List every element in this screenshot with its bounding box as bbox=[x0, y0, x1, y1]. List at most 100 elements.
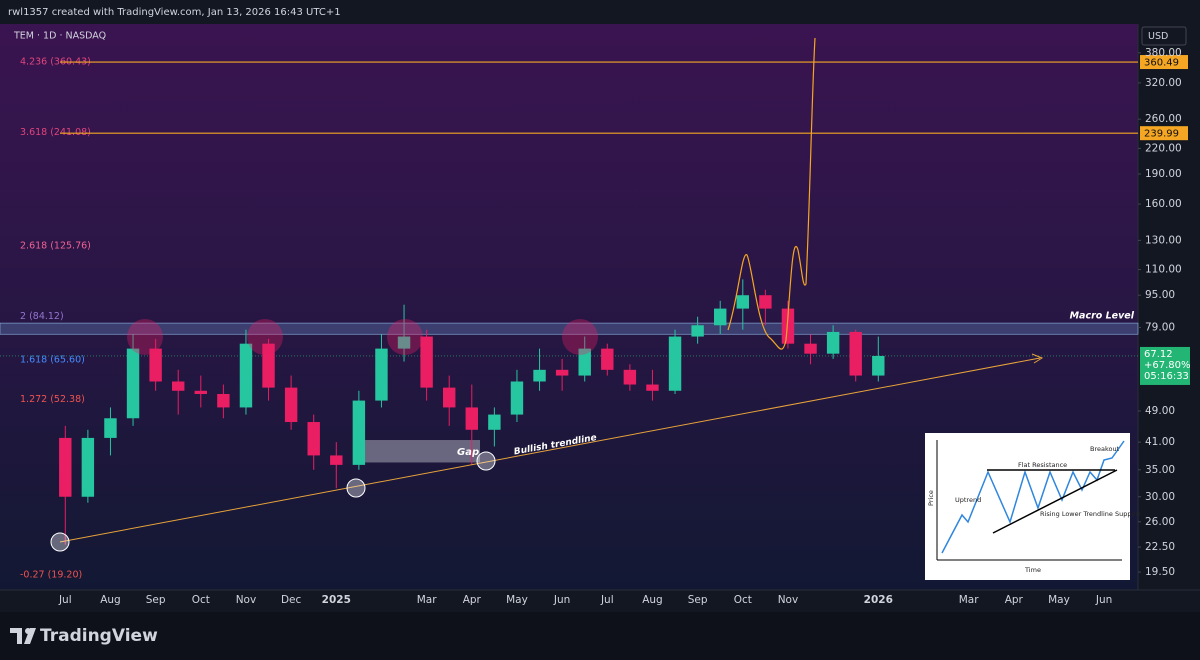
y-tick-label: 35.00 bbox=[1145, 464, 1175, 476]
target-badge bbox=[1140, 126, 1188, 141]
candle-body bbox=[555, 369, 569, 376]
y-tick-label: 380.00 bbox=[1145, 47, 1182, 59]
gap-box bbox=[365, 440, 480, 463]
candle-body bbox=[623, 369, 637, 385]
x-tick-label: Apr bbox=[1005, 594, 1024, 606]
candle-body bbox=[713, 308, 727, 326]
y-tick-label: 320.00 bbox=[1145, 77, 1182, 89]
candle-body bbox=[126, 348, 140, 419]
candle-body bbox=[420, 336, 433, 388]
fib-label: 2 (84.12) bbox=[20, 311, 64, 322]
x-tick-label: Oct bbox=[734, 594, 752, 606]
low-marker bbox=[476, 451, 496, 471]
inset-uptrend: Uptrend bbox=[955, 496, 981, 504]
candle-body bbox=[465, 407, 479, 430]
inset-y-label: Price bbox=[927, 490, 935, 506]
candle-body bbox=[217, 393, 230, 408]
candle-body bbox=[442, 387, 456, 408]
x-tick-label: Sep bbox=[146, 594, 166, 606]
x-tick-label: Nov bbox=[778, 594, 799, 606]
last-price: 67.12 bbox=[1144, 349, 1173, 360]
candle-body bbox=[601, 348, 614, 370]
y-tick-label: 220.00 bbox=[1145, 142, 1182, 154]
candle-body bbox=[149, 348, 162, 382]
x-tick-label: Dec bbox=[281, 594, 302, 606]
y-tick-label: 95.00 bbox=[1145, 289, 1175, 301]
logo-dot[interactable] bbox=[25, 628, 31, 634]
fib-label: 4.236 (360.43) bbox=[20, 57, 91, 68]
inset-support bbox=[992, 469, 1118, 534]
y-tick-label: 30.00 bbox=[1145, 491, 1175, 503]
candle-body bbox=[849, 331, 862, 376]
footer-logo[interactable]: TradingView bbox=[10, 626, 158, 646]
x-tick-label: 2025 bbox=[322, 594, 351, 606]
candle-body bbox=[239, 343, 253, 408]
peak-marker bbox=[127, 319, 163, 355]
y-tick-label: 22.50 bbox=[1145, 541, 1175, 553]
peak-marker bbox=[562, 319, 598, 355]
projection-path bbox=[727, 37, 816, 350]
candle-body bbox=[510, 381, 524, 415]
candle-body bbox=[397, 336, 411, 349]
fib-label: -0.27 (19.20) bbox=[20, 569, 82, 580]
y-tick-label: 190.00 bbox=[1145, 168, 1182, 180]
last-price-change: +67.80% bbox=[1144, 360, 1191, 371]
trendline-arrow bbox=[1031, 353, 1044, 364]
y-tick-label: 160.00 bbox=[1145, 198, 1182, 210]
macro-level-label: Macro Level bbox=[1070, 311, 1135, 322]
x-tick-label: Apr bbox=[463, 594, 482, 606]
x-tick-label: Jun bbox=[1095, 594, 1112, 606]
x-tick-label: Oct bbox=[192, 594, 210, 606]
x-tick-label: Aug bbox=[100, 594, 121, 606]
candle-body bbox=[352, 400, 366, 465]
currency-box[interactable] bbox=[1141, 26, 1187, 46]
candle-body bbox=[81, 437, 95, 497]
last-price-countdown: 05:16:33 bbox=[1144, 371, 1189, 382]
x-tick-label: Mar bbox=[959, 594, 979, 606]
y-tick-label: 260.00 bbox=[1145, 113, 1182, 125]
fib-label: 1.272 (52.38) bbox=[20, 394, 85, 405]
candle-body bbox=[736, 295, 750, 309]
x-tick-label: Jul bbox=[600, 594, 614, 606]
candle-body bbox=[488, 414, 501, 430]
candle-body bbox=[171, 381, 185, 391]
fib-label: 2.618 (125.76) bbox=[20, 241, 91, 252]
y-tick-label: 26.00 bbox=[1145, 516, 1175, 528]
candle-body bbox=[759, 295, 772, 309]
y-tick-label: 19.50 bbox=[1145, 566, 1175, 578]
overlay: Macro Level Gap 4.236 (360.43) 3.618 (241.0… bbox=[0, 57, 1139, 580]
candle-body bbox=[284, 387, 298, 423]
last-price-badge bbox=[1140, 346, 1190, 385]
candle-body bbox=[781, 308, 795, 344]
candle-body bbox=[804, 343, 817, 354]
footer bbox=[0, 612, 1200, 660]
candle-body bbox=[668, 336, 682, 391]
inset-support-label: Rising Lower Trendline Support bbox=[1040, 510, 1141, 518]
y-tick-label: 79.00 bbox=[1145, 321, 1175, 333]
inset-background bbox=[925, 433, 1130, 580]
candle-body bbox=[533, 369, 546, 382]
attribution: rwl1357 created with TradingView.com, Ja… bbox=[8, 7, 341, 18]
symbol: TEM · 1D · NASDAQ bbox=[13, 31, 106, 42]
x-tick-label: 2026 bbox=[864, 594, 893, 606]
x-tick-label: Sep bbox=[688, 594, 708, 606]
logo-text[interactable]: TradingView bbox=[40, 626, 158, 646]
fib-label: 3.618 (241.08) bbox=[20, 127, 91, 138]
candle-body bbox=[307, 422, 320, 456]
y-tick-label: 110.00 bbox=[1145, 264, 1182, 276]
inset-flat-resistance: Flat Resistance bbox=[1018, 461, 1067, 469]
inset-breakout: Breakout bbox=[1090, 445, 1120, 453]
target-badge bbox=[1140, 55, 1188, 70]
currency[interactable]: USD bbox=[1148, 31, 1168, 42]
peak-marker bbox=[387, 319, 423, 355]
low-marker bbox=[50, 532, 70, 552]
x-tick-label: May bbox=[1048, 594, 1070, 606]
gap-label: Gap bbox=[457, 447, 479, 458]
target-badge-label: 360.49 bbox=[1144, 58, 1179, 69]
x-tick-label: Jun bbox=[553, 594, 570, 606]
low-marker bbox=[346, 478, 366, 498]
fib-label: 1.618 (65.60) bbox=[20, 354, 85, 365]
candle-body bbox=[826, 331, 840, 354]
candle-body bbox=[872, 355, 885, 376]
x-tick-label: Jul bbox=[58, 594, 72, 606]
